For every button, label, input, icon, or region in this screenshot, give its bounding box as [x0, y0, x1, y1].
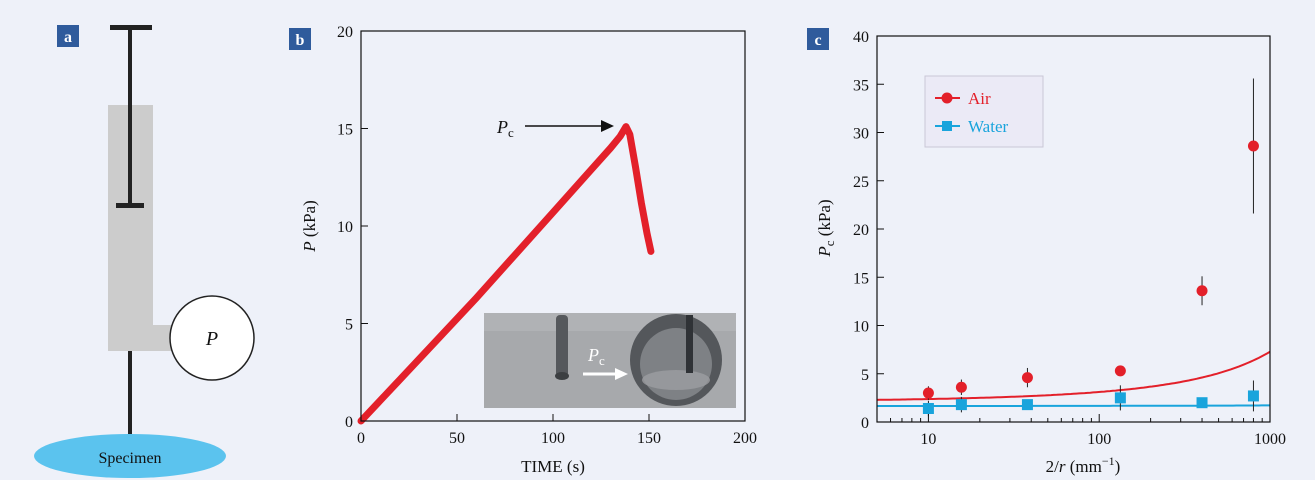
y-tick-label-b: 5: [345, 317, 353, 334]
y-tick-label-c: 5: [861, 367, 869, 384]
pc-annotation-sub: c: [508, 125, 514, 140]
y-tick-label-c: 10: [853, 319, 869, 336]
y-tick-label-c: 25: [853, 174, 869, 191]
y-tick-label-b: 0: [345, 414, 353, 431]
svg-text:Pc: Pc: [496, 117, 514, 140]
fit-curve-water: [877, 405, 1270, 406]
panel-label-c: c: [807, 28, 829, 50]
inset-label: P: [587, 345, 599, 365]
y-tick-label-b: 10: [337, 219, 353, 236]
legend-marker-air: [942, 93, 953, 104]
x-tick-label-b: 0: [357, 430, 365, 447]
data-point-air: [1022, 372, 1033, 383]
y-tick-label-c: 0: [861, 415, 869, 432]
x-tick-label-b: 50: [449, 430, 465, 447]
panel-a-diagram: P Specimen: [34, 25, 254, 478]
panel-label-a: a: [57, 25, 79, 47]
pc-annotation-label: P: [496, 117, 508, 137]
y-tick-label-c: 40: [853, 29, 869, 46]
svg-text:b: b: [296, 32, 305, 49]
x-axis-title-b: TIME (s): [521, 457, 585, 476]
legend-label-water: Water: [968, 117, 1008, 136]
legend: Air Water: [925, 76, 1043, 147]
plunger-rod: [128, 25, 132, 207]
pressure-gauge-label: P: [205, 328, 218, 350]
y-tick-label-b: 20: [337, 24, 353, 41]
x-tick-label-c: 10: [920, 431, 936, 448]
fit-curve-air: [877, 352, 1270, 400]
y-tick-label-c: 30: [853, 126, 869, 143]
data-point-water: [1197, 397, 1208, 408]
needle-rod: [128, 351, 132, 448]
inset-label-sub: c: [599, 353, 605, 368]
y-tick-label-b: 15: [337, 122, 353, 139]
panel-c-chart: 10 100 1000 0 5 10 15 20 25 30 35 40 2/r (mm−1) Pc …: [815, 29, 1286, 476]
inset-photo: Pc: [484, 313, 736, 408]
pc-annotation: Pc: [496, 117, 614, 140]
data-point-water: [1115, 392, 1126, 403]
data-point-water: [923, 403, 934, 414]
x-tick-label-c: 100: [1087, 431, 1111, 448]
data-point-water: [1022, 399, 1033, 410]
data-point-air: [1197, 285, 1208, 296]
x-tick-label-c: 1000: [1254, 431, 1286, 448]
data-point-air: [956, 382, 967, 393]
data-point-air: [923, 388, 934, 399]
y-tick-label-c: 35: [853, 77, 869, 94]
specimen-label: Specimen: [98, 450, 161, 467]
y-tick-label-c: 20: [853, 222, 869, 239]
y-tick-label-c: 15: [853, 270, 869, 287]
x-tick-label-b: 150: [637, 430, 661, 447]
x-tick-label-b: 100: [541, 430, 565, 447]
y-axis-title-c: Pc (kPa): [815, 199, 837, 257]
data-point-water: [956, 399, 967, 410]
legend-marker-water: [942, 121, 952, 131]
data-point-air: [1248, 141, 1259, 152]
data-point-water: [1248, 390, 1259, 401]
panel-label-b: b: [289, 28, 311, 50]
panel-b-chart: Pc 0 50 100 150 200 0 5 10 15 20 TIME (s) P (kPa)…: [300, 24, 757, 476]
svg-text:a: a: [64, 29, 72, 46]
svg-text:c: c: [814, 32, 821, 49]
plunger-bottom-cap: [116, 203, 144, 208]
data-point-air: [1115, 365, 1126, 376]
x-tick-label-b: 200: [733, 430, 757, 447]
x-axis-title-c: 2/r (mm−1): [1046, 454, 1121, 476]
legend-label-air: Air: [968, 89, 991, 108]
y-axis-title-b: P (kPa): [300, 200, 319, 252]
